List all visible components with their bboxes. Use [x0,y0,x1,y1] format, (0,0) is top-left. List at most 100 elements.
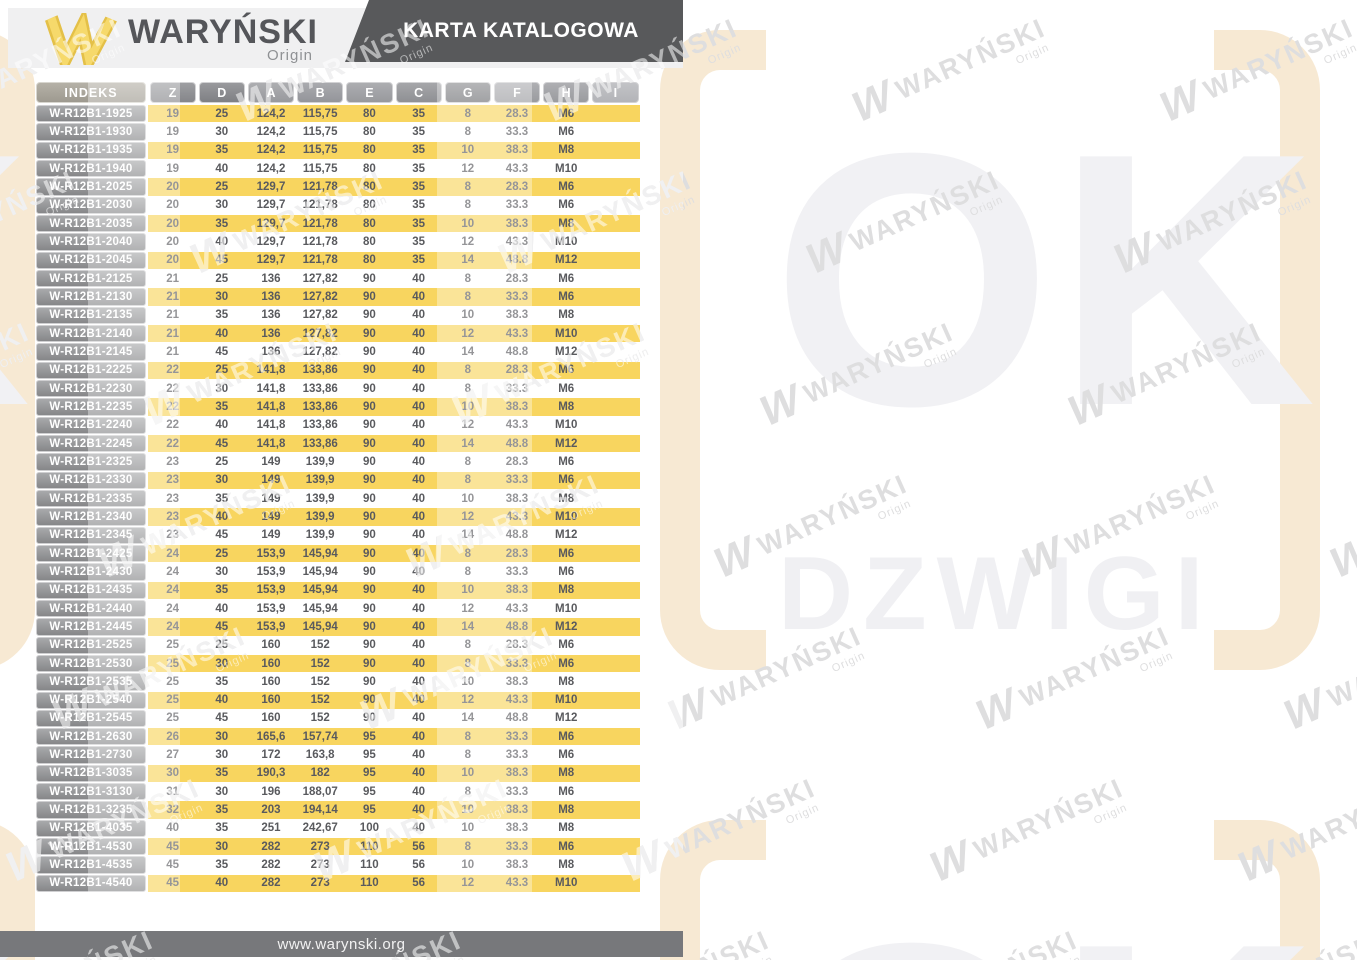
table-cell: 38.3 [505,859,529,872]
footer-url-link[interactable]: www.warynski.org [277,935,406,953]
table-cell: 136 [261,309,281,322]
table-cell: 127,82 [302,345,338,358]
table-cell: 127,82 [302,327,338,340]
table-cell: M8 [558,400,575,413]
row-values: 22 25 141,8 133,86 90 40 8 28.3 M6 [148,361,640,379]
table-cell: 45 [215,529,229,542]
table-cell: 80 [363,162,376,175]
row-index-label: W-R12B1-2330 [36,471,146,489]
table-cell: M10 [555,162,578,175]
table-cell: 149 [261,492,281,505]
ok-dzwigi-watermark: OK DZWIGI [660,30,1320,710]
footer-bar: www.warynski.org [0,931,683,957]
table-cell: 43.3 [505,510,529,523]
table-cell: 35 [412,254,425,267]
table-cell: 35 [215,400,229,413]
row-values: 24 45 153,9 145,94 90 40 14 48.8 M12 [148,618,640,636]
table-cell: 40 [412,767,425,780]
table-cell: 40 [412,290,425,303]
row-values: 24 25 153,9 145,94 90 40 8 28.3 M6 [148,544,640,563]
row-values: 24 40 153,9 145,94 90 40 12 43.3 M10 [148,600,640,617]
table-cell: M8 [558,492,575,505]
table-cell: 8 [464,272,471,285]
row-values: 20 45 129,7 121,78 80 35 14 48.8 M12 [148,251,640,269]
table-cell: 14 [461,529,475,542]
table-cell: M6 [558,455,575,468]
table-cell: 90 [363,620,376,633]
warynski-logo-icon [45,13,117,65]
row-values: 31 30 196 188,07 95 40 8 33.3 M6 [148,783,640,800]
table-cell: 40 [412,510,425,523]
table-cell: 25 [166,694,179,707]
row-index-label: W-R12B1-2045 [36,251,146,269]
table-row: W-R12B1-4535 45 35 282 273 110 56 10 38.3 M8 [36,856,640,874]
table-cell: 273 [310,859,330,872]
table-cell: 38.3 [505,492,529,505]
table-cell: 40 [412,364,425,377]
table-cell: 23 [166,455,179,468]
table-cell: 163,8 [305,749,335,762]
table-row: W-R12B1-2330 23 30 149 139,9 90 40 8 33.3 M6 [36,471,640,489]
table-cell: 38.3 [505,584,529,597]
table-cell: 45 [215,620,229,633]
table-cell: 153,9 [256,584,286,597]
table-cell: 24 [166,565,179,578]
table-cell: 8 [464,455,471,468]
table-row: W-R12B1-2140 21 40 136 127,82 90 40 12 43.3 M10 [36,324,640,343]
row-index-label: W-R12B1-2135 [36,306,146,324]
table-cell: 30 [215,657,229,670]
table-cell: 35 [215,217,229,230]
table-cell: 38.3 [505,309,529,322]
table-cell: 10 [461,492,475,505]
row-index-label: W-R12B1-2545 [36,709,146,728]
row-values: 23 40 149 139,9 90 40 12 43.3 M10 [148,508,640,526]
table-cell: 124,2 [256,107,286,120]
table-cell: 40 [412,345,425,358]
table-cell: 35 [412,144,425,157]
row-values: 30 35 190,3 182 95 40 10 38.3 M8 [148,764,640,783]
table-cell: 38.3 [505,400,529,413]
table-cell: 28.3 [505,272,529,285]
table-cell: 38.3 [505,804,529,817]
table-cell: 35 [215,804,229,817]
table-row: W-R12B1-2445 24 45 153,9 145,94 90 40 14 48.8 M12 [36,618,640,636]
row-values: 22 45 141,8 133,86 90 40 14 48.8 M12 [148,434,640,453]
row-index-label: W-R12B1-2235 [36,398,146,416]
table-cell: 141,8 [256,364,286,377]
table-cell: 10 [461,217,475,230]
row-index-label: W-R12B1-2225 [36,361,146,379]
table-cell: 153,9 [256,602,286,615]
table-cell: 145,94 [302,584,338,597]
row-index-label: W-R12B1-2240 [36,416,146,434]
table-cell: 20 [166,235,179,248]
row-values: 21 45 136 127,82 90 40 14 48.8 M12 [148,343,640,360]
table-cell: 14 [461,712,475,725]
table-cell: 8 [464,125,471,138]
row-index-label: W-R12B1-1925 [36,105,146,123]
row-index-label: W-R12B1-2425 [36,544,146,563]
table-cell: 80 [363,125,376,138]
table-cell: 35 [215,767,229,780]
watermark-ok-text: OK [0,0,35,568]
column-header-a: A [247,82,295,103]
table-cell: 30 [215,290,229,303]
table-cell: 45 [166,859,179,872]
table-cell: 40 [412,327,425,340]
table-cell: 35 [412,107,425,120]
table-cell: 35 [412,180,425,193]
table-row: W-R12B1-2535 25 35 160 152 90 40 10 38.3 M8 [36,673,640,691]
table-cell: M12 [555,437,578,450]
table-row: W-R12B1-2630 26 30 165,6 157,74 95 40 8 33.3 M6 [36,728,640,746]
table-cell: 56 [412,859,425,872]
table-cell: 80 [363,199,376,212]
table-cell: 40 [412,785,425,798]
table-cell: 133,86 [302,364,338,377]
table-cell: 20 [166,217,179,230]
row-index-label: W-R12B1-2035 [36,214,146,233]
table-cell: 33.3 [505,657,529,670]
table-cell: 28.3 [505,639,529,652]
table-cell: 28.3 [505,180,529,193]
watermark-bracket-left [660,30,766,670]
table-cell: 48.8 [505,620,529,633]
table-cell: M6 [558,749,575,762]
